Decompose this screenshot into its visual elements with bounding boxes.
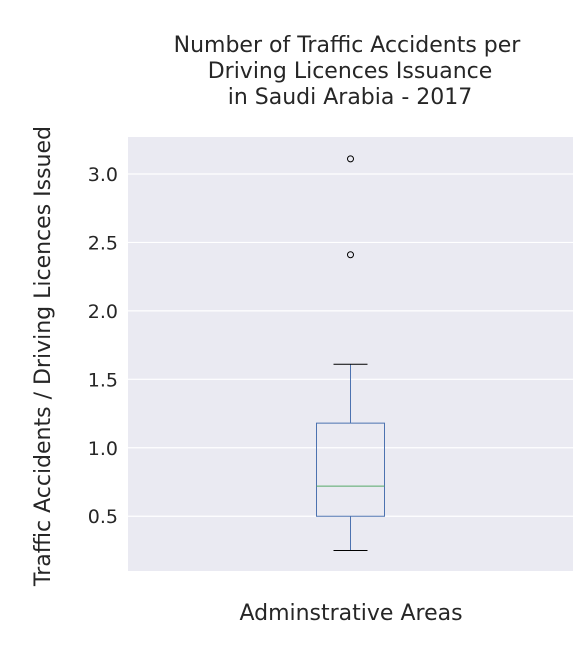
chart-title-line-1: Number of Traffic Accidents per	[174, 33, 522, 58]
chart-title-line-2: Driving Licences Issuance	[208, 59, 493, 84]
x-axis-label: Adminstrative Areas	[239, 601, 462, 626]
y-tick-label: 2.5	[88, 232, 118, 254]
chart-title-line-3: in Saudi Arabia - 2017	[228, 85, 473, 110]
y-tick-label: 2.0	[88, 301, 118, 323]
y-tick-label: 0.5	[88, 506, 118, 528]
y-axis-ticks: 0.5 1.0 1.5 2.0 2.5 3.0	[88, 164, 118, 528]
y-tick-label: 1.0	[88, 438, 118, 460]
y-tick-label: 1.5	[88, 369, 118, 391]
y-axis-label: Traffic Accidents / Driving Licences Iss…	[31, 126, 56, 587]
y-tick-label: 3.0	[88, 164, 118, 186]
chart-title: Number of Traffic Accidents per Driving …	[174, 33, 522, 110]
plot-area	[128, 137, 573, 571]
